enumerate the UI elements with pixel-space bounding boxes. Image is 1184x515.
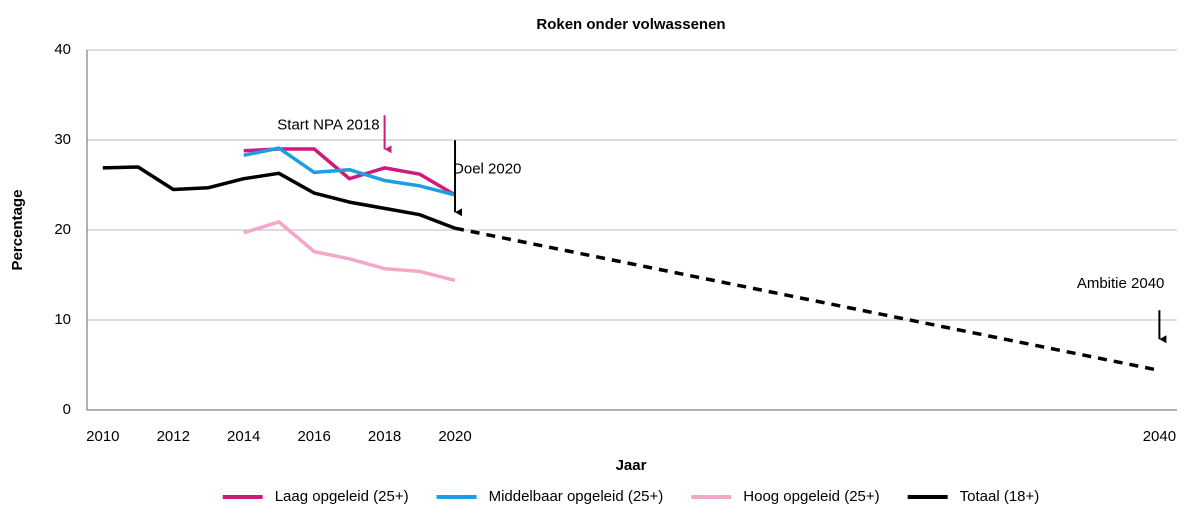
y-tick-label: 10 bbox=[54, 311, 71, 328]
x-tick-label: 2012 bbox=[157, 428, 190, 445]
legend-item: Middelbaar opgeleid (25+) bbox=[436, 488, 664, 505]
series-line bbox=[243, 220, 456, 283]
annotation-text: Doel 2020 bbox=[453, 160, 521, 177]
y-tick-label: 0 bbox=[63, 401, 71, 418]
y-tick-label: 40 bbox=[54, 41, 71, 58]
series-line bbox=[243, 146, 456, 197]
x-tick-label: 2014 bbox=[227, 428, 260, 445]
legend-label: Hoog opgeleid (25+) bbox=[743, 488, 879, 505]
y-tick-label: 20 bbox=[54, 221, 71, 238]
legend-item: Laag opgeleid (25+) bbox=[222, 488, 409, 505]
y-tick-label: 30 bbox=[54, 131, 71, 148]
x-tick-label: 2018 bbox=[368, 428, 401, 445]
x-tick-label: 2016 bbox=[297, 428, 330, 445]
projection-line bbox=[454, 226, 1160, 373]
legend-item: Totaal (18+) bbox=[907, 488, 1040, 505]
legend-item: Hoog opgeleid (25+) bbox=[691, 488, 880, 505]
annotation-text: Ambitie 2040 bbox=[1077, 275, 1165, 292]
legend-label: Middelbaar opgeleid (25+) bbox=[489, 488, 664, 505]
legend-label: Totaal (18+) bbox=[960, 488, 1040, 505]
chart-title: Roken onder volwassenen bbox=[536, 16, 725, 33]
legend-label: Laag opgeleid (25+) bbox=[275, 488, 409, 505]
y-axis-label: Percentage bbox=[9, 190, 26, 271]
series-line bbox=[102, 165, 456, 230]
x-tick-label: 2040 bbox=[1143, 428, 1176, 445]
x-tick-label: 2010 bbox=[86, 428, 119, 445]
annotation-text: Start NPA 2018 bbox=[277, 116, 379, 133]
x-tick-label: 2020 bbox=[438, 428, 471, 445]
x-axis-label: Jaar bbox=[616, 457, 647, 474]
